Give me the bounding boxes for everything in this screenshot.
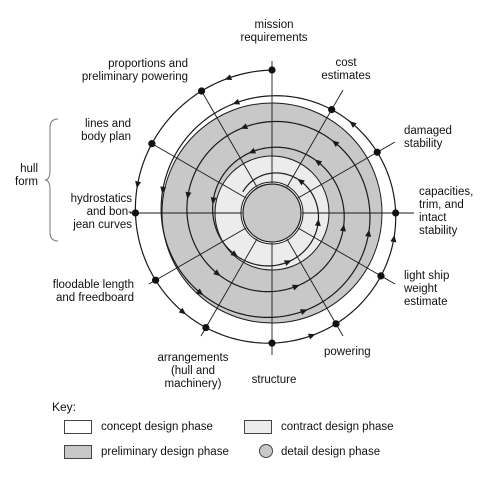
key-swatch-preliminary — [64, 445, 92, 459]
key-swatch-detail — [259, 444, 273, 458]
spoke-line — [286, 89, 344, 188]
station-dot — [377, 272, 385, 280]
spiral-arrowhead — [332, 140, 340, 148]
hull-form-brace — [44, 118, 59, 242]
key-swatch-concept — [64, 420, 92, 434]
station-dot — [197, 87, 206, 95]
label-arrangements: arrangements (hull and machinery) — [157, 352, 229, 390]
spoke-line — [200, 238, 258, 337]
spiral-arrowhead — [297, 178, 305, 186]
station-dot — [148, 140, 156, 148]
design-spiral-path — [134, 69, 397, 344]
spoke-line — [200, 89, 258, 188]
label-capacities-trim-intact-stability: capacities, trim, and intact stability — [419, 186, 474, 237]
spiral-arrowhead — [160, 186, 167, 194]
spiral-arrowhead — [135, 180, 142, 189]
label-mission-requirements: mission requirements — [240, 19, 308, 44]
station-dot — [152, 276, 160, 284]
spiral-arrowhead — [307, 333, 316, 340]
station-dot — [332, 320, 340, 328]
label-lines-body-plan: lines and body plan — [81, 118, 131, 143]
spiral-arrowhead — [195, 288, 204, 296]
label-damaged-stability: damaged stability — [404, 125, 452, 150]
label-cost-estimates: cost estimates — [321, 57, 371, 82]
station-dot — [328, 106, 336, 114]
spiral-arrowhead — [230, 250, 238, 257]
spiral-arrowhead — [314, 159, 323, 167]
spiral-arrows — [135, 74, 397, 340]
label-proportions-preliminary-powering: proportions and preliminary powering — [81, 58, 188, 83]
spiral-arrowhead — [178, 307, 187, 315]
spiral-arrowhead — [248, 147, 257, 154]
label-powering: powering — [324, 346, 371, 358]
spiral-arrowhead — [314, 218, 321, 227]
key-label-concept: concept design phase — [101, 421, 213, 433]
station-dots — [131, 66, 400, 347]
spiral-arrowhead — [365, 229, 372, 237]
spoke-line — [148, 141, 247, 199]
station-dot — [392, 209, 400, 217]
label-hydrostatics-bonjean: hydrostatics and bon- jean curves — [70, 193, 132, 231]
label-hull-form: hull form — [15, 163, 38, 188]
spiral-arrowhead — [213, 269, 221, 277]
key-label-contract: contract design phase — [281, 421, 394, 433]
station-dot — [131, 209, 140, 217]
spiral-arrowhead — [185, 191, 192, 200]
detail-phase-center — [242, 183, 302, 243]
label-structure: structure — [251, 374, 297, 386]
key-label-preliminary: preliminary design phase — [101, 446, 229, 458]
spoke-line — [148, 227, 247, 285]
station-dot — [268, 339, 276, 347]
spiral-arrowhead — [299, 309, 308, 315]
label-light-ship-weight-estimate: light ship weight estimate — [404, 270, 450, 308]
spiral-arrowhead — [210, 197, 217, 205]
spiral-arrowhead — [390, 234, 397, 243]
station-dot — [373, 148, 381, 156]
station-dot — [268, 66, 276, 74]
key-title: Key: — [52, 400, 77, 414]
label-floodable-length-freeboard: floodable length and freedboard — [52, 279, 134, 304]
spiral-arrowhead — [240, 123, 249, 129]
spiral-arrowhead — [349, 121, 357, 128]
spiral-arrowhead — [224, 74, 233, 80]
key-label-detail: detail design phase — [281, 446, 381, 458]
station-dot — [202, 323, 210, 332]
key-swatch-contract — [244, 420, 272, 434]
spiral-arrowhead — [339, 224, 346, 232]
spiral-arrowhead — [232, 98, 241, 105]
spoke-line — [286, 238, 344, 337]
spiral-arrowhead — [283, 260, 292, 266]
spiral-arrowhead — [291, 284, 300, 291]
